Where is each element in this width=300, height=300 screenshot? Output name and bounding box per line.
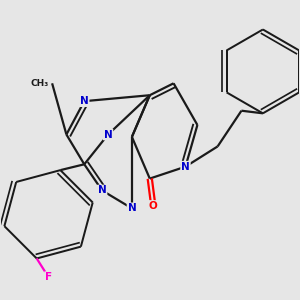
- Text: CH₃: CH₃: [30, 79, 48, 88]
- Text: N: N: [104, 130, 112, 140]
- Text: N: N: [80, 96, 88, 106]
- Text: N: N: [98, 185, 106, 196]
- Text: O: O: [149, 201, 158, 211]
- Text: N: N: [128, 203, 136, 213]
- Text: N: N: [181, 162, 190, 172]
- Text: F: F: [45, 272, 52, 282]
